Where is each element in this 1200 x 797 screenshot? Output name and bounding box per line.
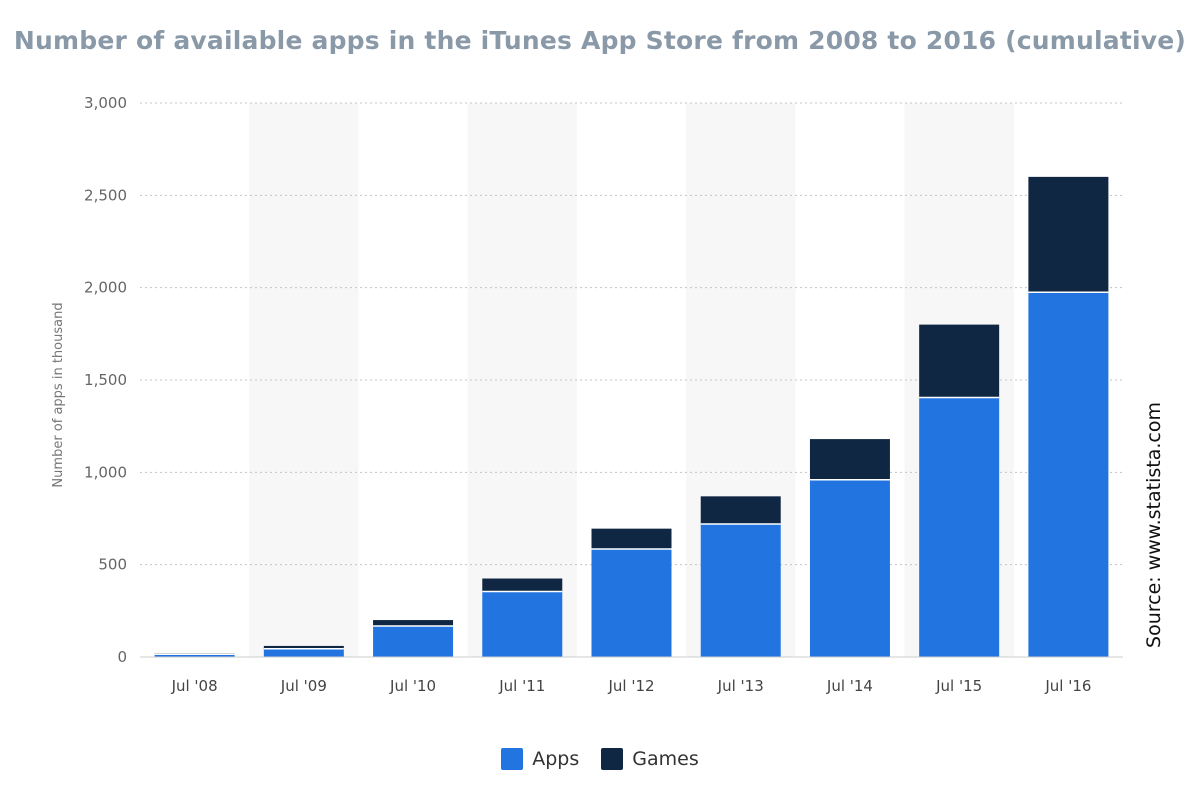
bar-games[interactable] [809,439,890,480]
legend-item-apps[interactable]: Apps [501,748,579,770]
y-tick-label: 2,000 [84,279,127,297]
bar-apps[interactable] [1028,292,1109,657]
bars [154,176,1109,657]
legend-label: Apps [532,748,580,770]
x-tick-label: Jul '11 [498,677,545,695]
x-tick-label: Jul '12 [607,677,654,695]
y-tick-label: 500 [98,556,127,574]
x-tick-label: Jul '14 [826,677,873,695]
x-axis-ticks: Jul '08 Jul '09 Jul '10 Jul '11 Jul '12 Jul '… [171,677,1092,695]
legend: Apps Games [0,748,1200,770]
x-tick-label: Jul '13 [717,677,764,695]
bar-apps[interactable] [482,591,563,657]
bar-apps[interactable] [154,654,235,657]
y-tick-label: 1,500 [84,371,127,389]
y-tick-label: 1,000 [84,463,127,481]
chart-title: Number of available apps in the iTunes A… [13,26,1187,55]
bar-apps[interactable] [809,479,890,657]
bar-apps[interactable] [591,548,672,657]
legend-item-games[interactable]: Games [601,748,699,770]
x-tick-label: Jul '16 [1044,677,1091,695]
x-tick-label: Jul '10 [389,677,436,695]
legend-swatch [501,748,524,770]
y-tick-label: 2,500 [84,186,127,204]
y-tick-label: 0 [117,648,127,666]
bar-games[interactable] [919,324,1000,398]
y-tick-label: 3,000 [84,94,127,112]
bar-apps[interactable] [373,625,454,657]
bar-games[interactable] [482,578,563,592]
bar-apps[interactable] [919,397,1000,657]
bar-games[interactable] [373,620,454,626]
bar-apps[interactable] [263,648,344,657]
x-tick-label: Jul '15 [935,677,982,695]
y-axis-label: Number of apps in thousand [51,302,66,487]
source-credit[interactable]: Source: www.statista.com [1143,402,1165,648]
bar-games[interactable] [263,645,344,649]
bar-games[interactable] [700,496,781,525]
legend-label: Games [632,748,699,770]
y-axis-ticks: 0 500 1,000 1,500 2,000 2,500 3,000 [84,94,127,666]
bar-games[interactable] [1028,176,1109,293]
bar-games[interactable] [591,528,672,549]
legend-swatch [601,748,624,770]
x-tick-label: Jul '09 [280,677,327,695]
x-tick-label: Jul '08 [171,677,218,695]
bar-apps[interactable] [700,524,781,657]
